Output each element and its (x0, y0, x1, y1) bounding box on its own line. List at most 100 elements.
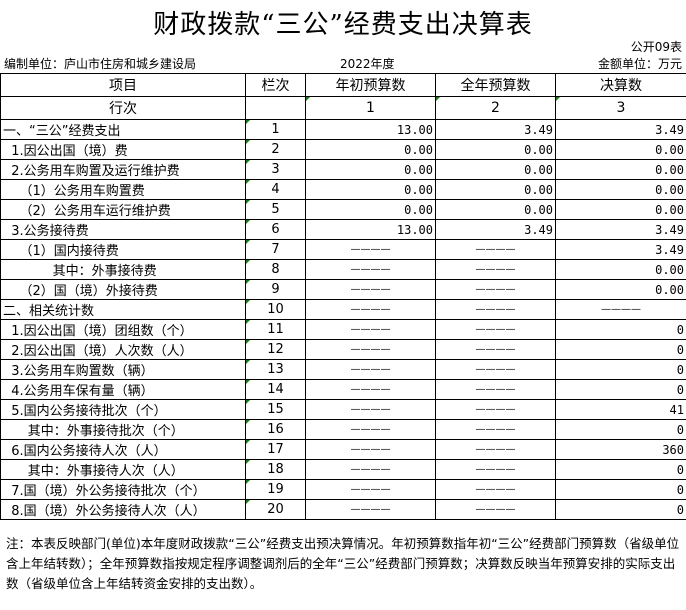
row-column-no: 7 (245, 239, 306, 260)
row-full-year-budget: ———— (435, 299, 556, 320)
table-row: 7.国（境）外公务接待批次（个） 19 ———— ———— 0 (0, 479, 686, 500)
row-column-no: 8 (245, 259, 306, 280)
row-initial-budget: ———— (305, 239, 436, 260)
row-final-accounts: 0 (555, 419, 686, 440)
header-row: 项目 栏次 年初预算数 全年预算数 决算数 (0, 73, 686, 97)
row-initial-budget: 0.00 (305, 159, 436, 180)
currency-unit: 金额单位：万元 (597, 57, 682, 71)
row-column-no: 9 (245, 279, 306, 300)
row-column-no: 3 (245, 159, 306, 180)
table-row: 8.国（境）外公务接待人次（人） 20 ———— ———— 0 (0, 499, 686, 520)
row-final-accounts: 0.00 (555, 159, 686, 180)
table-row: 2.因公出国（境）人次数（人） 12 ———— ———— 0 (0, 339, 686, 360)
row-item: 5.国内公务接待批次（个） (0, 399, 246, 420)
row-initial-budget: ———— (305, 339, 436, 360)
row-initial-budget: ———— (305, 419, 436, 440)
index-row: 行次 1 2 3 (0, 96, 686, 120)
header-item: 项目 (0, 73, 246, 97)
table-row: （1）公务用车购置费 4 0.00 0.00 0.00 (0, 179, 686, 200)
index-3: 3 (555, 96, 686, 120)
row-initial-budget: 0.00 (305, 179, 436, 200)
row-full-year-budget: ———— (435, 479, 556, 500)
row-initial-budget: ———— (305, 319, 436, 340)
row-final-accounts: 3.49 (555, 219, 686, 240)
row-final-accounts: 0 (555, 339, 686, 360)
page-title: 财政拨款“三公”经费支出决算表 (153, 10, 533, 40)
row-final-accounts: 3.49 (555, 239, 686, 260)
row-column-no: 10 (245, 299, 306, 320)
row-final-accounts: 360 (555, 439, 686, 460)
row-item: 3.公务接待费 (0, 219, 246, 240)
table-row: 6.国内公务接待人次（人） 17 ———— ———— 360 (0, 439, 686, 460)
row-final-accounts: 41 (555, 399, 686, 420)
row-full-year-budget: 0.00 (435, 159, 556, 180)
row-final-accounts: 0 (555, 499, 686, 520)
row-column-no: 2 (245, 139, 306, 160)
row-full-year-budget: ———— (435, 239, 556, 260)
row-item: 4.公务用车保有量（辆） (0, 379, 246, 400)
row-full-year-budget: ———— (435, 279, 556, 300)
index-2: 2 (435, 96, 556, 120)
row-initial-budget: 13.00 (305, 219, 436, 240)
row-column-no: 5 (245, 199, 306, 220)
row-column-no: 6 (245, 219, 306, 240)
row-full-year-budget: ———— (435, 319, 556, 340)
table-row: （2）公务用车运行维护费 5 0.00 0.00 0.00 (0, 199, 686, 220)
row-initial-budget: ———— (305, 399, 436, 420)
header-column-no: 栏次 (245, 73, 306, 97)
row-initial-budget: ———— (305, 279, 436, 300)
row-column-no: 18 (245, 459, 306, 480)
table-row: 二、相关统计数 10 ———— ———— ———— (0, 299, 686, 320)
row-item: 6.国内公务接待人次（人） (0, 439, 246, 460)
table-row: （1）国内接待费 7 ———— ———— 3.49 (0, 239, 686, 260)
fiscal-year: 2022年度 (340, 57, 395, 71)
row-final-accounts: 3.49 (555, 119, 686, 140)
row-item: 二、相关统计数 (0, 299, 246, 320)
row-column-no: 12 (245, 339, 306, 360)
compiling-unit: 编制单位：庐山市住房和城乡建设局 (4, 57, 197, 71)
row-initial-budget: ———— (305, 459, 436, 480)
row-full-year-budget: ———— (435, 419, 556, 440)
row-column-no: 11 (245, 319, 306, 340)
row-item: 其中：外事接待费 (0, 259, 246, 280)
row-column-no: 14 (245, 379, 306, 400)
row-full-year-budget: 3.49 (435, 219, 556, 240)
table-row: 5.国内公务接待批次（个） 15 ———— ———— 41 (0, 399, 686, 420)
row-full-year-budget: 0.00 (435, 139, 556, 160)
table-row: 2.公务用车购置及运行维护费 3 0.00 0.00 0.00 (0, 159, 686, 180)
row-item: （2）国（境）外接待费 (0, 279, 246, 300)
row-full-year-budget: ———— (435, 259, 556, 280)
row-column-no: 19 (245, 479, 306, 500)
table-row: 1.因公出国（境）团组数（个） 11 ———— ———— 0 (0, 319, 686, 340)
index-label: 行次 (0, 96, 246, 120)
expense-table: 项目 栏次 年初预算数 全年预算数 决算数 行次 1 2 3 一、“三公”经费支… (0, 73, 686, 520)
row-initial-budget: ———— (305, 439, 436, 460)
row-column-no: 15 (245, 399, 306, 420)
header-full-year-budget: 全年预算数 (435, 73, 556, 97)
row-item: 1.因公出国（境）费 (0, 139, 246, 160)
row-column-no: 17 (245, 439, 306, 460)
row-column-no: 13 (245, 359, 306, 380)
row-final-accounts: 0 (555, 459, 686, 480)
row-item: （2）公务用车运行维护费 (0, 199, 246, 220)
row-full-year-budget: ———— (435, 499, 556, 520)
table-row: 4.公务用车保有量（辆） 14 ———— ———— 0 (0, 379, 686, 400)
table-row: 其中：外事接待人次（人） 18 ———— ———— 0 (0, 459, 686, 480)
row-column-no: 20 (245, 499, 306, 520)
row-full-year-budget: ———— (435, 459, 556, 480)
row-initial-budget: 0.00 (305, 199, 436, 220)
row-final-accounts: 0.00 (555, 279, 686, 300)
header-final-accounts: 决算数 (555, 73, 686, 97)
table-row: 3.公务用车购置数（辆） 13 ———— ———— 0 (0, 359, 686, 380)
row-full-year-budget: ———— (435, 399, 556, 420)
row-initial-budget: 13.00 (305, 119, 436, 140)
row-initial-budget: ———— (305, 259, 436, 280)
table-row: 1.因公出国（境）费 2 0.00 0.00 0.00 (0, 139, 686, 160)
row-item: 8.国（境）外公务接待人次（人） (0, 499, 246, 520)
row-item: 一、“三公”经费支出 (0, 119, 246, 140)
table-row: 3.公务接待费 6 13.00 3.49 3.49 (0, 219, 686, 240)
row-final-accounts: 0.00 (555, 139, 686, 160)
row-full-year-budget: ———— (435, 439, 556, 460)
row-column-no: 4 (245, 179, 306, 200)
table-row: 其中：外事接待批次（个） 16 ———— ———— 0 (0, 419, 686, 440)
